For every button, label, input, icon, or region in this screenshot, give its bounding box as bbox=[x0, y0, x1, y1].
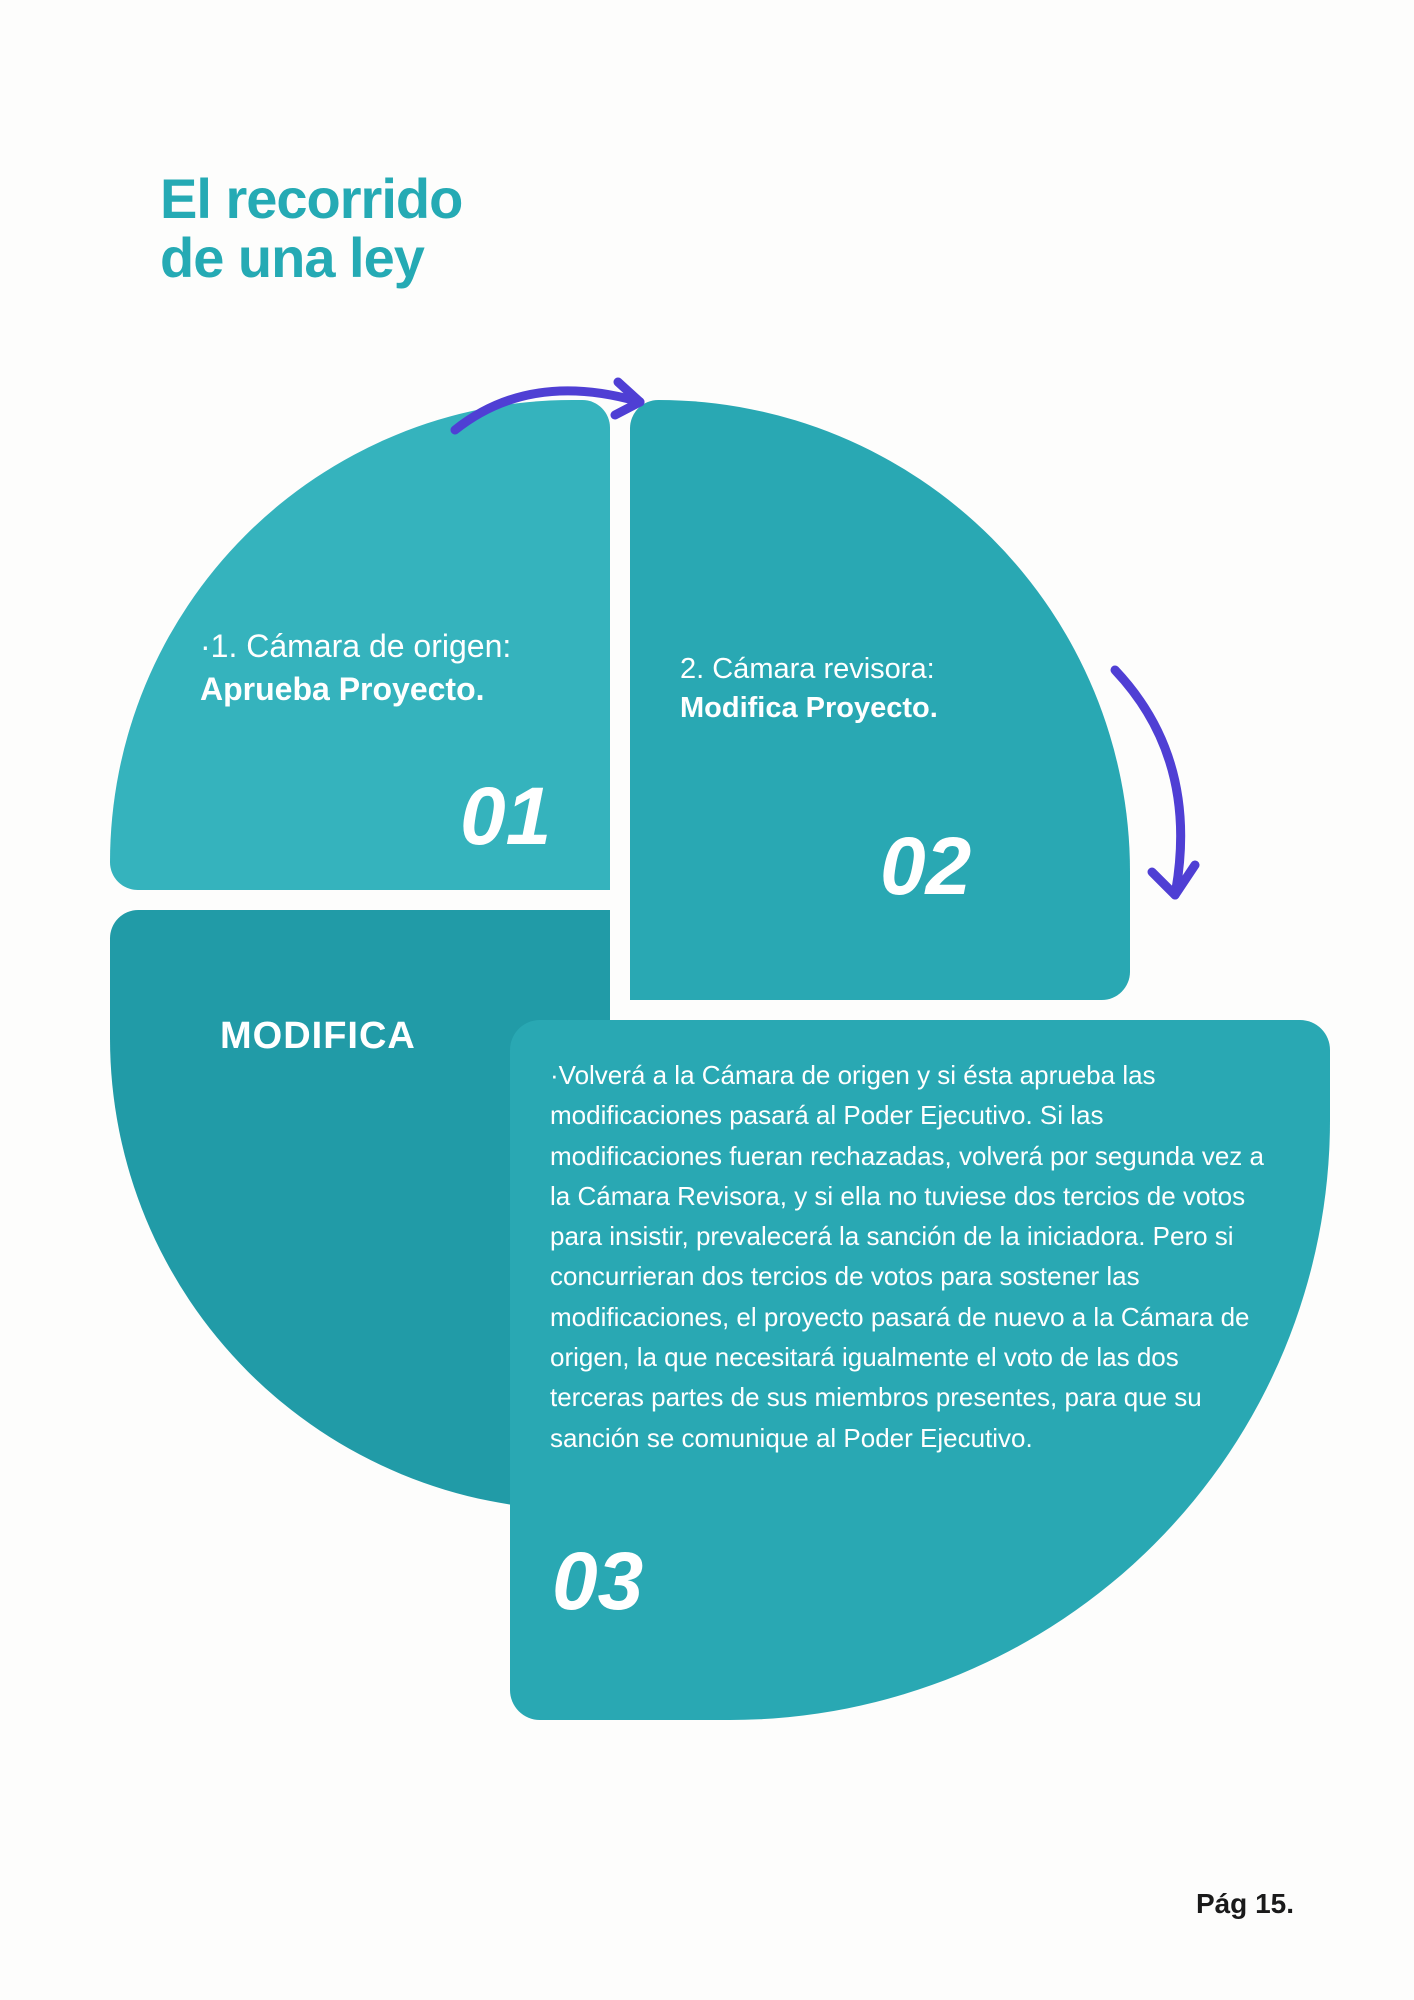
segment-02-text: 2. Cámara revisora: Modifica Proyecto. bbox=[680, 650, 1040, 728]
segment-03: ·Volverá a la Cámara de origen y si ésta… bbox=[510, 1020, 1330, 1720]
arrow-1-icon bbox=[440, 360, 680, 460]
title-line-2: de una ley bbox=[160, 226, 424, 289]
page-title: El recorrido de una ley bbox=[160, 170, 462, 288]
segment-01: ·1. Cámara de origen: Aprueba Proyecto. … bbox=[110, 400, 610, 890]
segment-02-number: 02 bbox=[880, 820, 971, 914]
segment-01-text: ·1. Cámara de origen: Aprueba Proyecto. bbox=[200, 625, 600, 711]
segment-02-line2: Modifica Proyecto. bbox=[680, 692, 938, 724]
segment-03-number: 03 bbox=[552, 1535, 643, 1629]
segment-01-number: 01 bbox=[460, 770, 551, 864]
segment-01-line1: ·1. Cámara de origen: bbox=[200, 628, 511, 664]
segment-modifica-label: MODIFICA bbox=[220, 1015, 416, 1058]
segment-01-line2: Aprueba Proyecto. bbox=[200, 671, 485, 707]
title-line-1: El recorrido bbox=[160, 167, 462, 230]
page-number: Pág 15. bbox=[1196, 1888, 1294, 1920]
segment-03-body: ·Volverá a la Cámara de origen y si ésta… bbox=[550, 1055, 1270, 1458]
segment-02-line1: 2. Cámara revisora: bbox=[680, 653, 935, 685]
infographic-diagram: ·1. Cámara de origen: Aprueba Proyecto. … bbox=[110, 400, 1310, 1600]
arrow-2-icon bbox=[1090, 650, 1230, 930]
segment-02: 2. Cámara revisora: Modifica Proyecto. 0… bbox=[630, 400, 1130, 1000]
